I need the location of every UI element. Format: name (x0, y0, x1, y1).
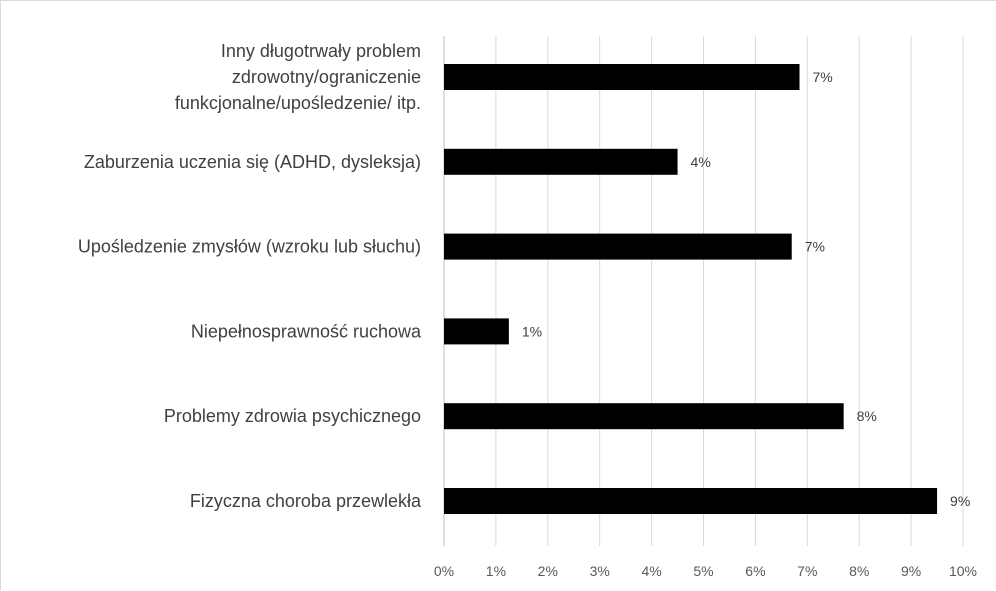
x-tick-label: 8% (849, 563, 869, 579)
category-label: Inny długotrwały problem zdrowotny/ograni… (175, 41, 421, 113)
bar (444, 318, 509, 345)
category-label-line: Problemy zdrowia psychicznego (164, 406, 421, 426)
category-labels: Inny długotrwały problem zdrowotny/ograni… (78, 41, 422, 511)
category-label-line: Niepełnosprawność ruchowa (191, 321, 422, 341)
x-tick-label: 3% (590, 563, 610, 579)
category-label: Problemy zdrowia psychicznego (164, 406, 421, 426)
x-tick-label: 0% (434, 563, 454, 579)
x-axis-ticks: 0% 1% 2% 3% 4% 5% 6% 7% 8% 9% 10% (434, 563, 977, 579)
data-labels: 7% 4% 7% 1% 8% 9% (522, 69, 970, 509)
category-label-line: Inny długotrwały problem (221, 41, 421, 61)
data-label: 7% (805, 239, 825, 255)
x-tick-label: 9% (901, 563, 921, 579)
data-label: 9% (950, 493, 970, 509)
bar (444, 148, 678, 175)
category-label-line: Zaburzenia uczenia się (ADHD, dysleksja) (84, 152, 421, 172)
x-tick-label: 7% (797, 563, 817, 579)
data-label: 8% (857, 408, 877, 424)
category-label: Niepełnosprawność ruchowa (191, 321, 422, 341)
gridlines (443, 36, 964, 546)
category-label: Zaburzenia uczenia się (ADHD, dysleksja) (84, 152, 421, 172)
category-label-line: funkcjonalne/upośledzenie/ itp. (175, 93, 421, 113)
data-label: 7% (813, 69, 833, 85)
x-tick-label: 5% (693, 563, 713, 579)
bar (444, 64, 800, 90)
x-tick-label: 1% (486, 563, 506, 579)
x-tick-label: 10% (949, 563, 977, 579)
data-label: 1% (522, 323, 542, 339)
category-label: Fizyczna choroba przewlekła (190, 491, 422, 511)
bar (444, 488, 938, 514)
category-label-line: zdrowotny/ograniczenie (232, 67, 421, 87)
bars (444, 64, 938, 514)
category-label: Upośledzenie zmysłów (wzroku lub słuchu) (78, 237, 421, 257)
category-label-line: Fizyczna choroba przewlekła (190, 491, 422, 511)
x-tick-label: 6% (745, 563, 765, 579)
x-tick-label: 2% (538, 563, 558, 579)
bar (444, 233, 792, 260)
x-tick-label: 4% (641, 563, 661, 579)
data-label: 4% (691, 154, 711, 170)
category-label-line: Upośledzenie zmysłów (wzroku lub słuchu) (78, 237, 421, 257)
bar (444, 403, 844, 430)
